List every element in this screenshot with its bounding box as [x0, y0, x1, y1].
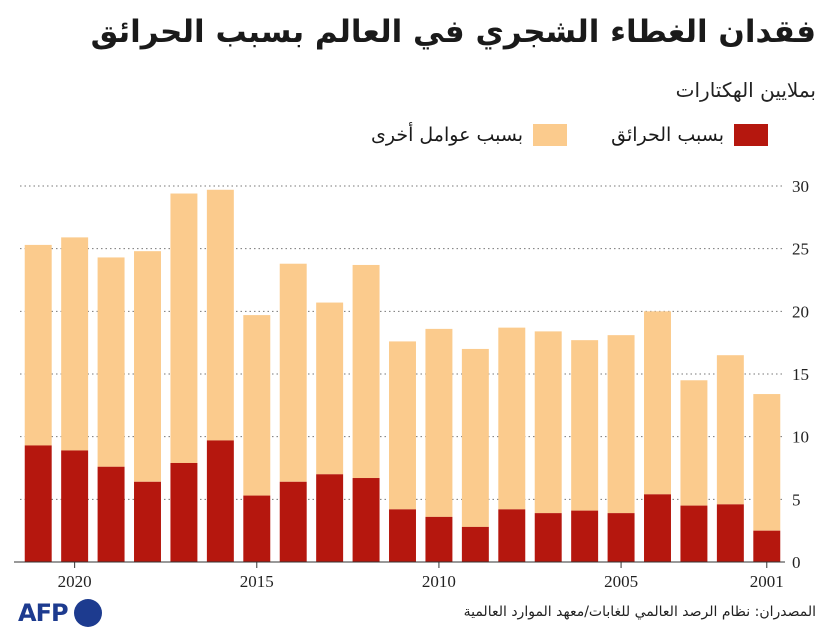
bar-other-2012 [352, 264, 380, 479]
bar-fires-2001 [753, 530, 781, 562]
bar-fires-2018 [134, 481, 161, 562]
x-tick-label-2005: 2005 [604, 572, 638, 591]
bar-other-2019 [97, 257, 125, 467]
bar-fires-2005 [607, 513, 635, 562]
bar-other-2016 [206, 189, 234, 441]
legend-swatch-other [533, 124, 568, 146]
bar-other-2013 [316, 302, 344, 475]
bar-other-2003 [680, 380, 708, 506]
chart-legend: بسبب الحرائق بسبب عوامل أخرى [371, 124, 768, 146]
bar-fires-2014 [279, 481, 307, 562]
bar-fires-2004 [644, 494, 671, 562]
bar-other-2006 [571, 340, 599, 511]
legend-label-fires: بسبب الحرائق [611, 124, 724, 146]
bar-other-2011 [389, 341, 416, 510]
bar-fires-2012 [352, 478, 380, 562]
bar-fires-2003 [680, 505, 708, 562]
bar-fires-2002 [716, 504, 744, 562]
bar-fires-2021 [24, 445, 52, 562]
page-title: فقدان الغطاء الشجري في العالم بسبب الحرا… [90, 14, 816, 50]
afp-logo: AFP [18, 599, 102, 627]
bar-fires-2010 [425, 516, 453, 562]
x-tick-label-2001: 2001 [750, 572, 784, 591]
legend-label-other: بسبب عوامل أخرى [371, 124, 524, 146]
bar-other-2009 [461, 348, 489, 527]
bar-other-2021 [24, 244, 52, 446]
bar-other-2005 [607, 335, 635, 514]
y-tick-label-5: 5 [792, 490, 801, 509]
y-tick-label-25: 25 [792, 240, 809, 259]
bar-fires-2015 [243, 495, 271, 562]
legend-swatch-fires [734, 124, 768, 146]
bar-other-2015 [243, 315, 271, 496]
bar-other-2010 [425, 328, 453, 517]
y-tick-label-10: 10 [792, 428, 809, 447]
bar-fires-2011 [389, 509, 416, 562]
x-tick-label-2010: 2010 [422, 572, 456, 591]
bar-fires-2016 [206, 440, 234, 562]
bar-fires-2020 [61, 450, 89, 562]
bar-fires-2006 [571, 510, 599, 562]
bar-other-2002 [716, 355, 744, 505]
y-tick-label-15: 15 [792, 365, 809, 384]
legend-item-fires: بسبب الحرائق [611, 124, 768, 146]
source-credit: المصدران: نظام الرصد العالمي للغابات/معه… [463, 604, 816, 620]
y-tick-label-0: 0 [792, 553, 801, 572]
bar-other-2014 [279, 263, 307, 482]
y-tick-label-30: 30 [792, 177, 809, 196]
bar-other-2008 [498, 327, 526, 510]
bar-other-2001 [753, 394, 781, 531]
bar-fires-2009 [461, 526, 489, 562]
afp-logo-dot-icon [73, 599, 102, 627]
bar-other-2007 [534, 331, 562, 514]
bar-other-2018 [134, 251, 161, 482]
legend-item-other: بسبب عوامل أخرى [371, 124, 568, 146]
bar-other-2020 [61, 237, 89, 451]
bar-fires-2008 [498, 509, 526, 562]
bar-fires-2013 [316, 474, 344, 562]
x-tick-label-2020: 2020 [58, 572, 92, 591]
afp-logo-text: AFP [18, 599, 69, 627]
y-tick-label-20: 20 [792, 302, 809, 321]
x-tick-label-2015: 2015 [240, 572, 274, 591]
bar-fires-2019 [97, 466, 125, 562]
bar-other-2017 [170, 193, 198, 463]
bar-fires-2017 [170, 462, 198, 562]
bar-fires-2007 [534, 513, 562, 562]
chart-subtitle: بملايين الهكتارات [675, 78, 816, 102]
stacked-bar-chart: 0 5 10 15 20 25 30 2001 2005 2010 2015 2020 [14, 177, 809, 591]
bar-other-2004 [644, 311, 671, 495]
